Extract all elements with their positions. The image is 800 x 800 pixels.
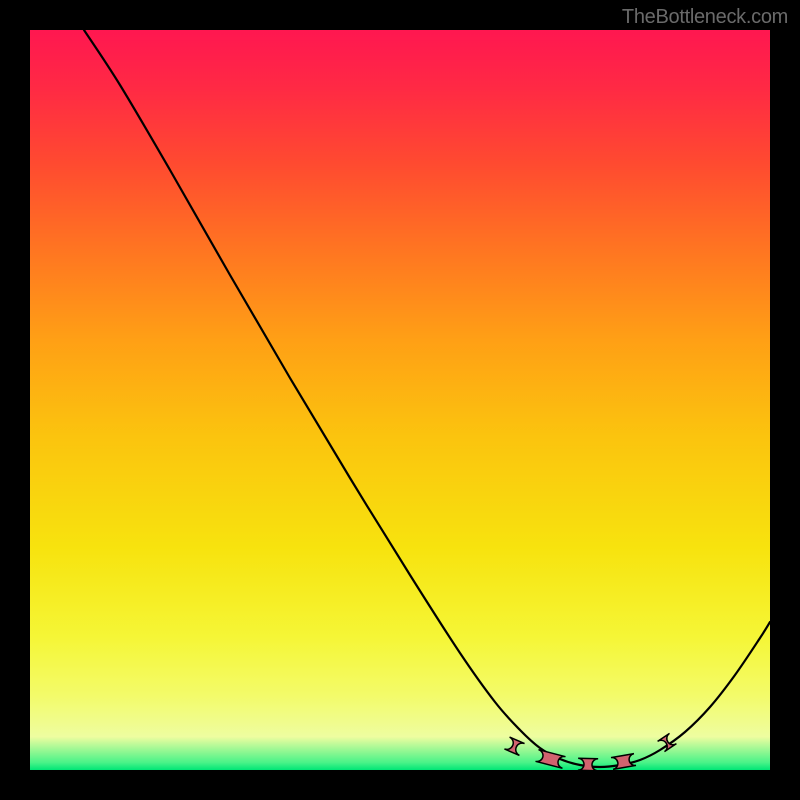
watermark-label: TheBottleneck.com bbox=[622, 6, 788, 29]
gradient-background bbox=[30, 30, 770, 770]
plot-area bbox=[30, 30, 770, 770]
chart-container: TheBottleneck.com bbox=[0, 0, 800, 800]
chart-svg bbox=[30, 30, 770, 770]
